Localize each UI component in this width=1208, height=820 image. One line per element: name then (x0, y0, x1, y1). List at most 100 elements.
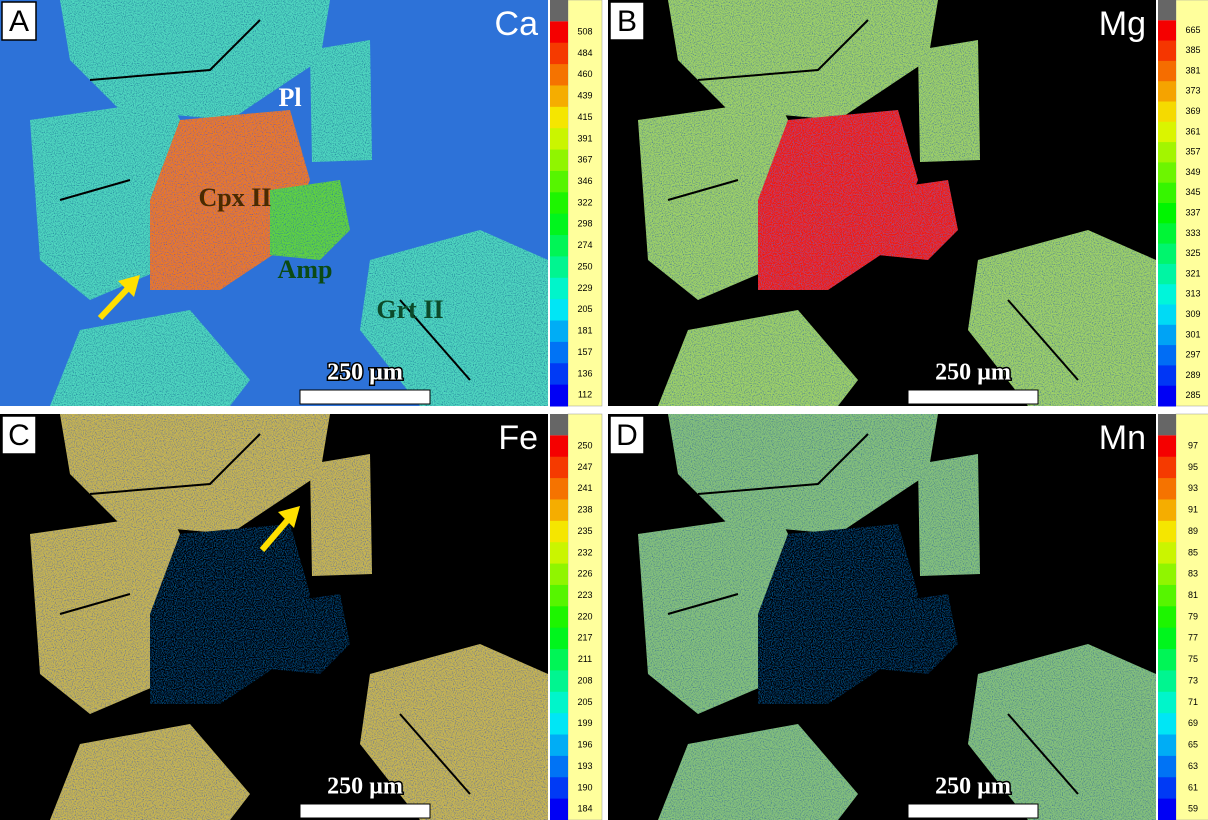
colorbar-label: 439 (577, 91, 592, 101)
colorbar-top-cell (1158, 414, 1176, 435)
colorbar-label: 97 (1188, 440, 1198, 450)
mineral-label: Pl (278, 83, 301, 112)
colorbar-cell (550, 64, 568, 86)
colorbar-top-cell (550, 0, 568, 21)
grain (310, 40, 372, 162)
scale-bar-label: 250 µm (935, 360, 1011, 386)
colorbar-cell (550, 256, 568, 278)
colorbar-cell (1158, 61, 1176, 82)
colorbar-cell (550, 363, 568, 385)
colorbar-cell (550, 542, 568, 564)
colorbar-label: 241 (577, 483, 592, 493)
colorbar-cell (1158, 628, 1176, 650)
scale-bar (300, 390, 430, 404)
colorbar-label: 205 (577, 697, 592, 707)
colorbar-cell (1158, 606, 1176, 628)
colorbar-label: 71 (1188, 697, 1198, 707)
colorbar-cell (550, 628, 568, 650)
colorbar-label: 250 (577, 261, 592, 271)
colorbar-labels-bg (1176, 0, 1208, 406)
colorbar-label: 79 (1188, 611, 1198, 621)
colorbar-label: 381 (1185, 65, 1200, 75)
colorbar-label: 391 (577, 133, 592, 143)
grain (918, 454, 980, 576)
colorbar-cell (1158, 284, 1176, 305)
colorbar-cell (550, 150, 568, 172)
colorbar-label: 373 (1185, 86, 1200, 96)
colorbar-cell (1158, 162, 1176, 183)
colorbar-label: 232 (577, 547, 592, 557)
colorbar-cell (1158, 735, 1176, 757)
colorbar-label: 238 (577, 505, 592, 515)
grain (918, 40, 980, 162)
panel-label: D (616, 419, 638, 452)
colorbar-cell (550, 799, 568, 820)
colorbar-label: 285 (1185, 390, 1200, 400)
colorbar-label: 217 (577, 633, 592, 643)
colorbar-label: 235 (577, 526, 592, 536)
colorbar-cell (1158, 102, 1176, 123)
colorbar-cell (550, 128, 568, 150)
colorbar-cell (550, 321, 568, 343)
colorbar-cell (1158, 564, 1176, 586)
colorbar-cell (550, 777, 568, 799)
colorbar-cell (1158, 649, 1176, 671)
colorbar-label: 484 (577, 48, 592, 58)
colorbar-label: 91 (1188, 505, 1198, 515)
mineral-label: Grt II (376, 295, 443, 324)
colorbar-label: 301 (1185, 329, 1200, 339)
panel: BMg250 µm6653853813733693613573493453373… (608, 0, 1208, 407)
colorbar-label: 61 (1188, 782, 1198, 792)
colorbar-cell (550, 342, 568, 364)
colorbar-label: 211 (578, 654, 592, 664)
colorbar-cell (1158, 325, 1176, 346)
colorbar-cell (1158, 122, 1176, 143)
colorbar-label: 208 (577, 675, 592, 685)
mineral-label: Cpx II (199, 183, 272, 212)
colorbar-cell (1158, 521, 1176, 543)
scale-bar-label: 250 µm (327, 774, 403, 800)
colorbar-label: 337 (1185, 208, 1200, 218)
colorbar-cell (1158, 20, 1176, 41)
colorbar-label: 298 (577, 219, 592, 229)
colorbar-label: 112 (578, 390, 592, 400)
scale-bar-label: 250 µm (327, 360, 403, 386)
colorbar-label: 196 (577, 740, 592, 750)
colorbar-cell (1158, 670, 1176, 692)
colorbar-cell (1158, 756, 1176, 778)
colorbar-label: 357 (1185, 147, 1200, 157)
colorbar-cell (550, 43, 568, 65)
colorbar-label: 321 (1185, 268, 1200, 278)
colorbar-label: 361 (1185, 126, 1200, 136)
colorbar-cell (550, 192, 568, 214)
panel-label: B (617, 5, 637, 38)
colorbar-cell (1158, 386, 1176, 407)
element-label: Mg (1099, 5, 1146, 43)
colorbar-cell (550, 214, 568, 236)
element-label: Mn (1099, 419, 1146, 457)
colorbar-label: 69 (1188, 718, 1198, 728)
panel: CFe250 µm2502472412382352322262232202172… (0, 414, 602, 820)
colorbar-label: 349 (1185, 167, 1200, 177)
colorbar-label: 274 (577, 240, 592, 250)
colorbar-cell (550, 435, 568, 457)
colorbar-label: 63 (1188, 761, 1198, 771)
scale-bar-label: 250 µm (935, 774, 1011, 800)
colorbar-label: 95 (1188, 462, 1198, 472)
scale-bar (300, 804, 430, 818)
colorbar-label: 136 (577, 368, 592, 378)
scale-bar (908, 390, 1038, 404)
colorbar-label: 346 (577, 176, 592, 186)
colorbar-label: 460 (577, 69, 592, 79)
colorbar-cell (1158, 478, 1176, 500)
colorbar-label: 199 (577, 718, 592, 728)
colorbar-label: 93 (1188, 483, 1198, 493)
colorbar-label: 77 (1188, 633, 1198, 643)
colorbar-cell (1158, 692, 1176, 714)
colorbar-label: 157 (577, 347, 592, 357)
colorbar-label: 309 (1185, 309, 1200, 319)
colorbar-label: 508 (577, 26, 592, 36)
colorbar-cell (550, 713, 568, 735)
